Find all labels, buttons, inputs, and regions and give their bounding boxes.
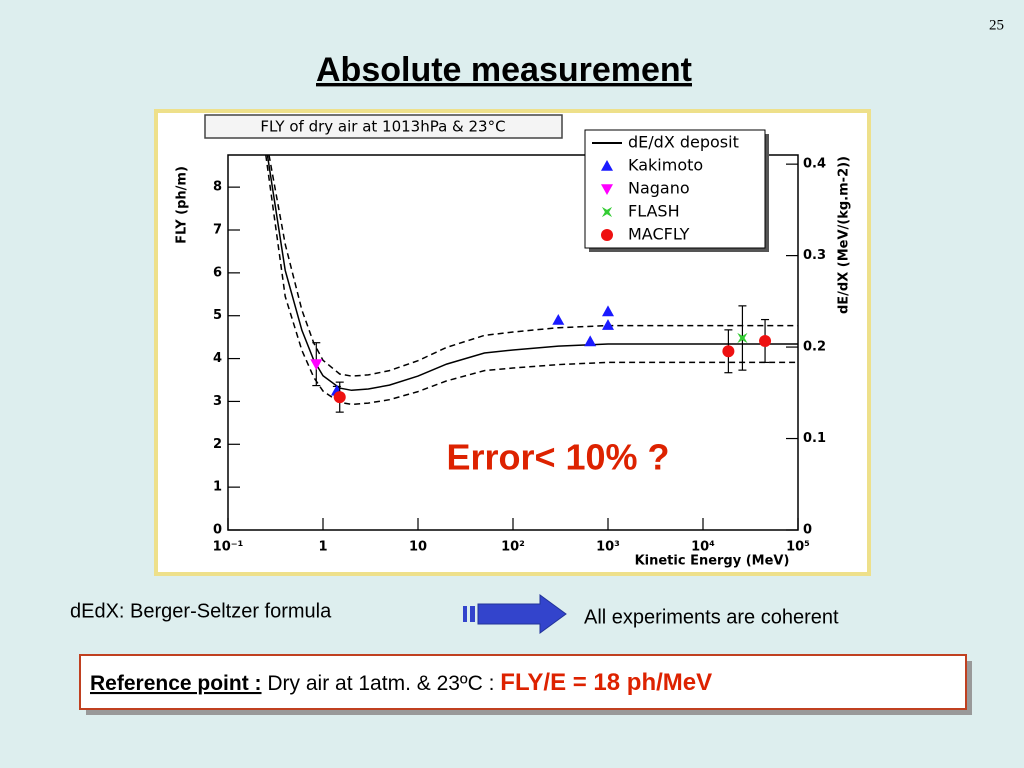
y-tick-label: 3 [213,394,222,409]
legend-label: Kakimoto [628,156,703,175]
y2-tick-label: 0.3 [803,248,826,263]
y-axis-label: FLY (ph/m) [175,166,190,244]
band-line [268,155,798,377]
y2-tick-label: 0.4 [803,157,826,172]
marker [737,332,748,344]
marker [601,229,613,241]
y2-tick-label: 0 [803,523,812,538]
y-tick-label: 5 [213,308,222,323]
right-note: All experiments are coherent [584,606,839,628]
legend-label: Nagano [628,179,690,198]
chart-title-box [204,114,563,139]
page-number: 25 [989,17,1004,33]
reference-box [79,654,967,710]
curves [265,155,798,406]
y-tick-label: 0 [213,523,222,538]
arrow [463,594,567,634]
y-tick-label: 7 [213,223,222,238]
y-tick-label: 1 [213,480,222,495]
band-line [265,155,798,406]
marker [310,359,323,371]
y-tick-label: 2 [213,437,222,452]
reference-label: Reference point : [90,672,262,695]
y2-tick-label: 0.1 [803,431,826,446]
marker [601,184,613,195]
marker [602,305,614,317]
x-tick-label: 10⁵ [786,540,810,555]
marker [601,160,613,171]
reference-body: Dry air at 1atm. & 23ºC : [262,672,501,695]
marker [584,335,597,347]
x-tick-label: 10 [409,540,427,555]
left-note: dEdX: Berger-Seltzer formula [70,600,332,622]
x-axis-label: Kinetic Energy (MeV) [635,554,790,569]
chart-title: FLY of dry air at 1013hPa & 23°C [260,118,505,136]
annotation: Error< 10% ? [446,437,669,478]
y-tick-label: 4 [213,351,222,366]
marker [333,391,346,404]
plot: 10⁻¹ 1 10 10² 10³ 10⁴ 10⁵ 0 1 2 3 4 5 6 7 8 0 0.1 0.2 0.3 0.… [213,155,826,555]
marker [759,335,772,347]
x-tick-label: 10⁴ [691,540,715,555]
legend-label: dE/dX deposit [628,133,739,152]
curve-line [266,155,798,392]
y-tick-label: 6 [213,265,222,280]
legend-label: FLASH [628,202,680,221]
x-tick-label: 10⁻¹ [213,540,244,555]
x-tick-label: 1 [318,540,327,555]
slide-title: Absolute measurement [316,51,692,89]
y2-tick-label: 0.2 [803,340,826,355]
reference-text: Reference point : Dry air at 1atm. & 23º… [90,669,712,696]
marker [552,314,565,325]
legend: dE/dX deposit Kakimoto Nagano FLASH MACFLY [592,133,739,244]
legend-box [584,129,766,249]
x-tick-label: 10³ [596,540,620,555]
y-tick-label: 8 [213,180,222,195]
legend-label: MACFLY [628,225,690,244]
marker [601,206,613,218]
marker [602,319,614,330]
y2-axis-label: dE/dX (MeV/(kg.m-2)) [837,156,852,314]
marker [722,345,735,358]
reference-result: FLY/E = 18 ph/MeV [500,669,712,696]
x-tick-label: 10² [501,540,525,555]
